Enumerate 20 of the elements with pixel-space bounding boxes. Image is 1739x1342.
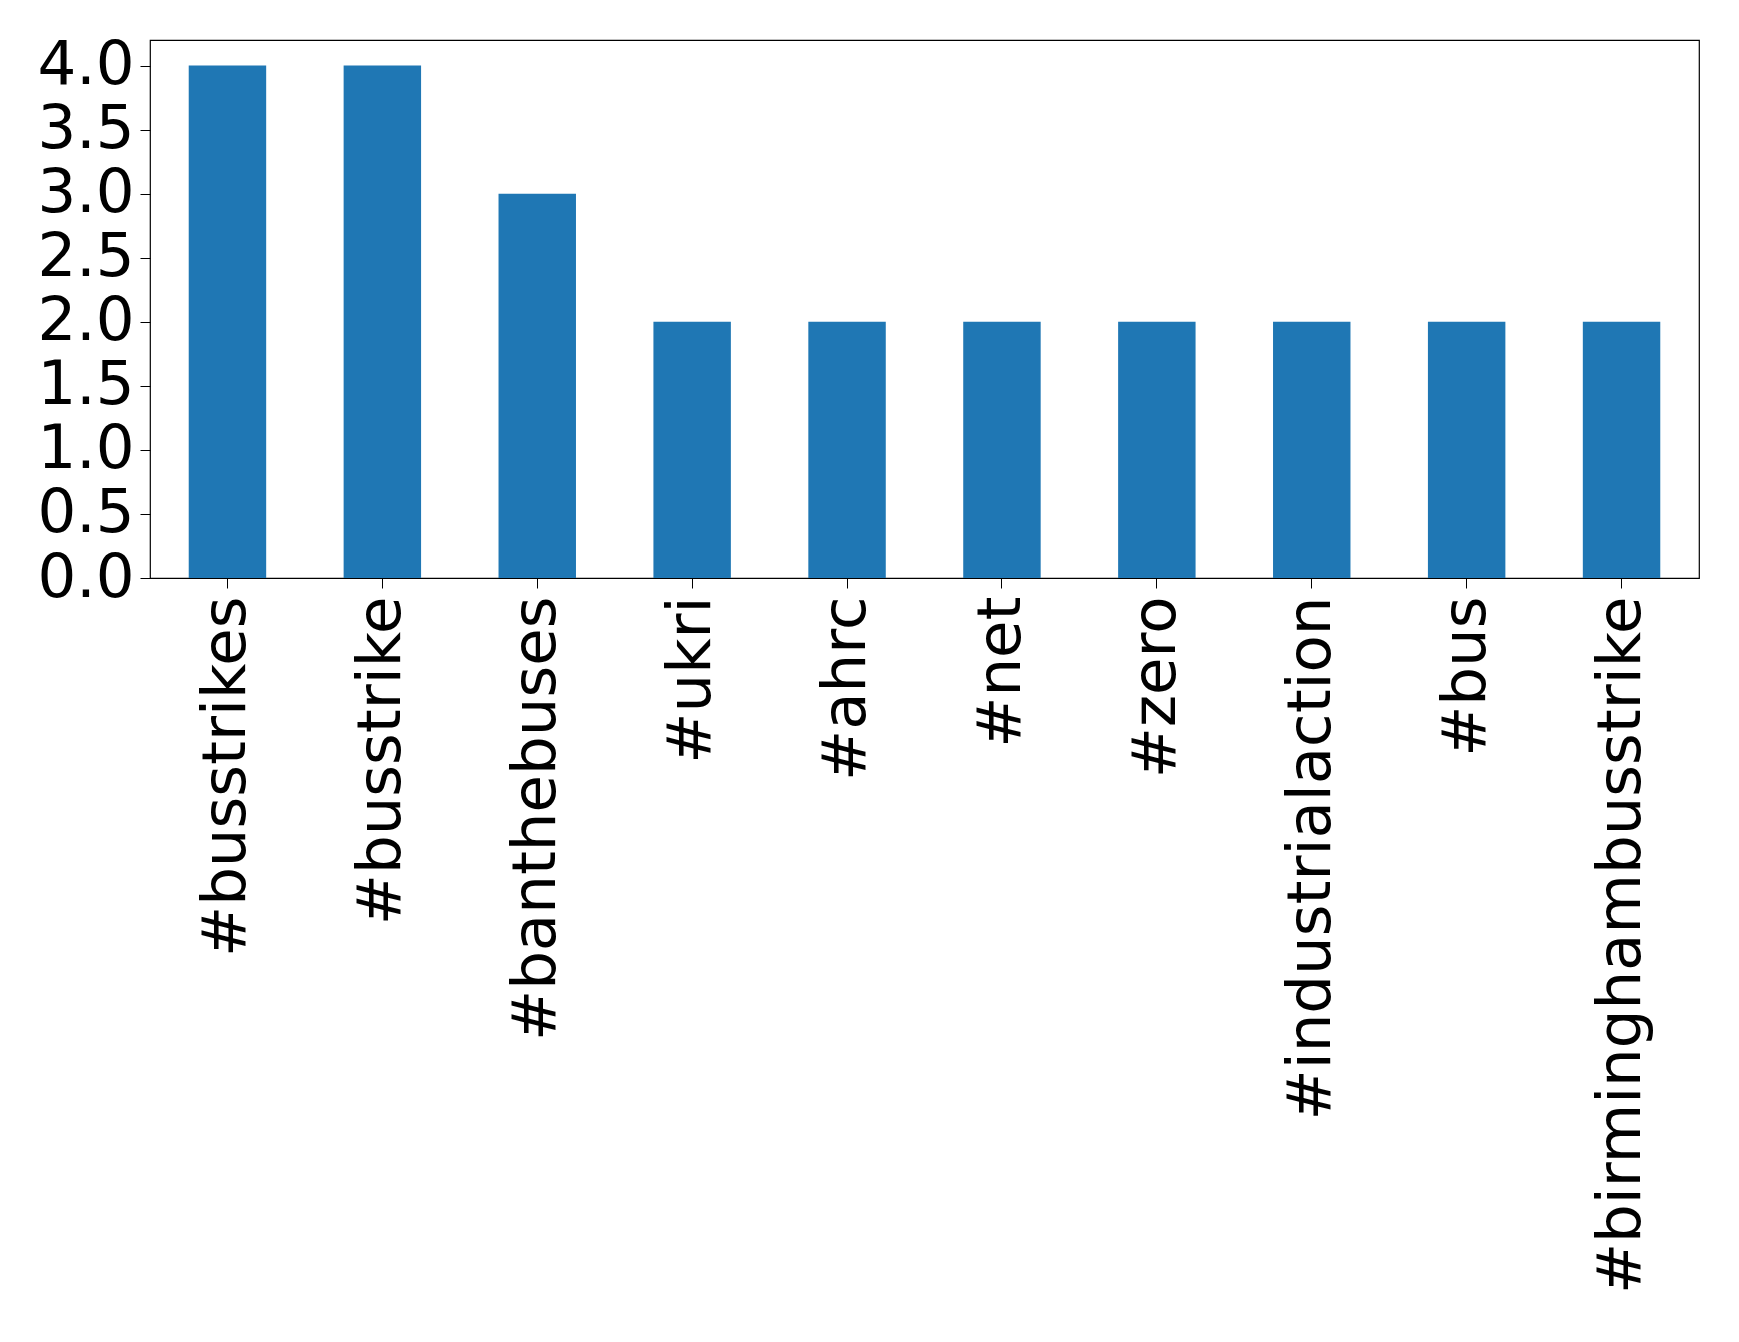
x-tick-label: #busstrikes (188, 596, 260, 957)
bar (188, 65, 267, 578)
x-tick-label: #ukri (653, 596, 725, 764)
bar (653, 321, 731, 578)
bar (1118, 321, 1196, 578)
bar (1427, 321, 1506, 578)
x-tick-label: #industrialaction (1272, 596, 1344, 1121)
bar (963, 321, 1041, 578)
x-tick-label: #zero (1117, 596, 1189, 779)
x-tick-label: #busstrike (343, 596, 415, 926)
bar (498, 193, 576, 578)
bar (808, 321, 886, 578)
x-tick-label: #net (962, 596, 1034, 748)
bar (1582, 321, 1661, 578)
x-tick-label: #banthebuses (498, 596, 570, 1041)
bar (343, 65, 422, 578)
x-tick-label: #ahrc (808, 596, 880, 781)
x-tick-label: #birminghambusstrike (1582, 596, 1654, 1295)
x-tick-label: #bus (1427, 596, 1499, 757)
bar (1273, 321, 1351, 578)
